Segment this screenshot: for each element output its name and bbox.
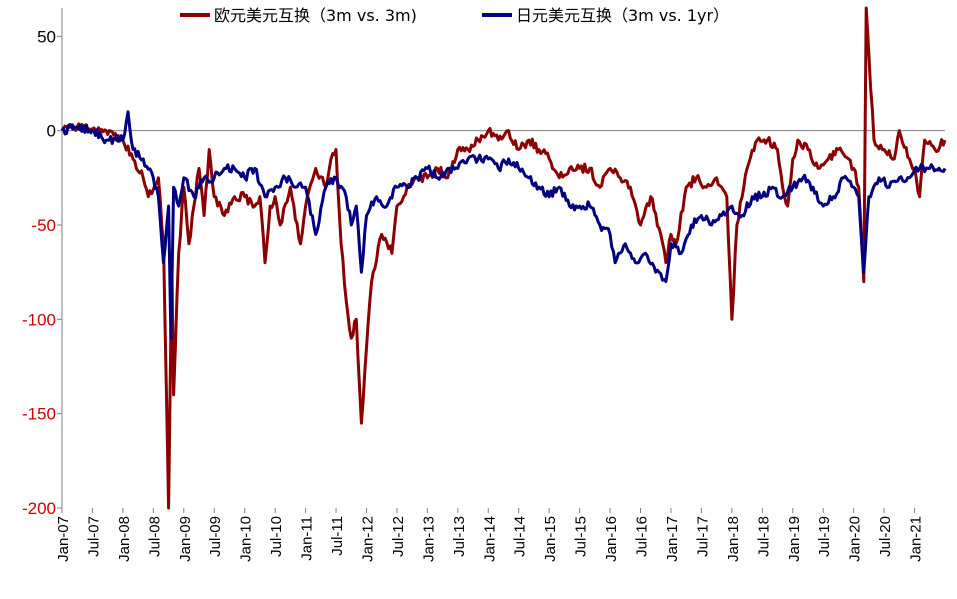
- x-tick-label: Jul-08: [146, 516, 163, 557]
- x-tick-label: Jan-10: [238, 516, 255, 562]
- x-tick-labels: Jan-07 Jul-07 Jan-08 Jul-08 Jan-09 Jul-09 Jan-…: [55, 516, 925, 562]
- x-tick-label: Jan-13: [420, 516, 437, 562]
- y-tick-label: -150: [22, 405, 56, 424]
- y-tick-label: -50: [31, 216, 56, 235]
- x-tick-label: Jul-10: [268, 516, 285, 557]
- x-tick-label: Jul-20: [877, 516, 894, 557]
- x-tick-label: Jul-09: [207, 516, 224, 557]
- x-tick-label: Jan-15: [542, 516, 559, 562]
- legend: 欧元美元互换（3m vs. 3m) 日元美元互换（3m vs. 1yr）: [180, 6, 729, 25]
- x-tick-label: Jul-19: [816, 516, 833, 557]
- y-tick-label: 0: [47, 122, 56, 141]
- x-tick-label: Jan-19: [786, 516, 803, 562]
- x-tick-label: Jan-09: [177, 516, 194, 562]
- y-ticks: [57, 35, 62, 509]
- series-layer: [60, 6, 947, 510]
- series-line-2: [60, 110, 947, 340]
- y-tick-label: -100: [22, 310, 56, 329]
- x-tick-label: Jul-16: [634, 516, 651, 557]
- x-tick-label: Jan-20: [847, 516, 864, 562]
- series-line-1: [60, 6, 947, 510]
- x-tick-label: Jan-16: [603, 516, 620, 562]
- x-tick-label: Jan-08: [116, 516, 133, 562]
- x-tick-label: Jan-07: [55, 516, 72, 562]
- x-tick-label: Jan-11: [299, 516, 316, 561]
- x-tick-label: Jul-07: [85, 516, 102, 557]
- x-tick-label: Jul-15: [573, 516, 590, 557]
- y-tick-label: -200: [22, 499, 56, 518]
- x-tick-label: Jan-14: [481, 516, 498, 562]
- x-tick-label: Jan-17: [664, 516, 681, 562]
- y-tick-labels: 50 0 -50 -100 -150 -200: [22, 27, 56, 518]
- legend-label-2: 日元美元互换（3m vs. 1yr）: [516, 6, 729, 25]
- y-tick-label: 50: [37, 27, 56, 46]
- x-tick-label: Jul-13: [451, 516, 468, 557]
- x-tick-label: Jul-11: [329, 516, 346, 556]
- axes: [57, 8, 945, 513]
- x-tick-label: Jan-21: [908, 516, 925, 562]
- x-tick-label: Jan-18: [725, 516, 742, 562]
- x-ticks: [61, 508, 916, 513]
- x-tick-label: Jul-12: [390, 516, 407, 557]
- x-tick-label: Jul-17: [694, 516, 711, 557]
- legend-label-1: 欧元美元互换（3m vs. 3m): [214, 6, 417, 25]
- x-tick-label: Jan-12: [359, 516, 376, 562]
- x-tick-label: Jul-14: [512, 516, 529, 557]
- x-tick-label: Jul-18: [755, 516, 772, 557]
